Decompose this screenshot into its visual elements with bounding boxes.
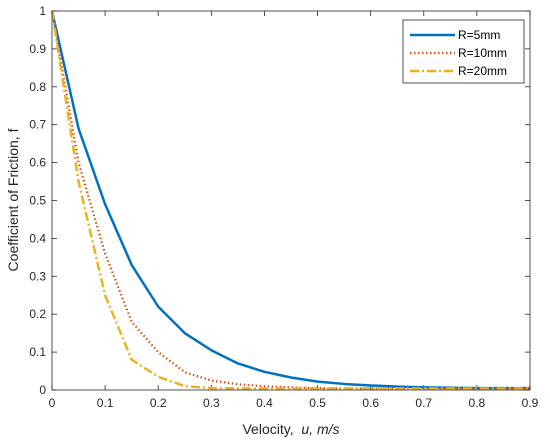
x-tick-label: 0.6: [362, 396, 379, 410]
legend: R=5mm R=10mm R=20mm: [402, 19, 525, 84]
legend-box: [402, 19, 525, 84]
x-tick-label: 0.5: [309, 396, 326, 410]
y-tick-label: 0: [39, 383, 46, 397]
x-tick-label: 0.2: [150, 396, 167, 410]
x-axis-label-prefix: Velocity,: [242, 421, 301, 437]
x-tick-label: 0.4: [256, 396, 273, 410]
y-tick-label: 0.7: [29, 118, 46, 132]
legend-label: R=20mm: [458, 64, 507, 78]
x-tick-label: 0.1: [97, 396, 114, 410]
x-tick-label: 0: [49, 396, 56, 410]
series-lines: [50, 10, 530, 390]
y-tick-label: 0.6: [29, 156, 46, 170]
x-axis-label-unit: u, m/s: [301, 421, 339, 437]
x-tick-label: 0.3: [203, 396, 220, 410]
series-line-r-20mm: [50, 10, 530, 390]
y-tick-label: 0.3: [29, 269, 46, 283]
x-tick-labels: 0 0.1 0.2 0.3 0.4 0.5 0.6 0.7 0.8 0.9: [49, 396, 539, 410]
x-tick-label: 0.9: [522, 396, 539, 410]
legend-label: R=10mm: [458, 46, 507, 60]
y-tick-label: 1: [39, 4, 46, 18]
y-tick-labels: 0 0.1 0.2 0.3 0.4 0.5 0.6 0.7 0.8 0.9 1: [29, 4, 46, 397]
y-tick-label: 0.2: [29, 307, 46, 321]
plot-frame: [51, 10, 531, 391]
x-tick-label: 0.7: [415, 396, 432, 410]
y-tick-label: 0.5: [29, 194, 46, 208]
y-axis-label: Coefficient of Friction, f: [5, 128, 21, 271]
legend-label: R=5mm: [458, 28, 500, 42]
x-axis-label: Velocity, u, m/s: [242, 421, 339, 437]
y-tick-label: 0.8: [29, 80, 46, 94]
y-tick-label: 0.4: [29, 231, 46, 245]
x-tick-label: 0.8: [469, 396, 486, 410]
y-tick-label: 0.9: [29, 42, 46, 56]
y-tick-label: 0.1: [29, 345, 46, 359]
